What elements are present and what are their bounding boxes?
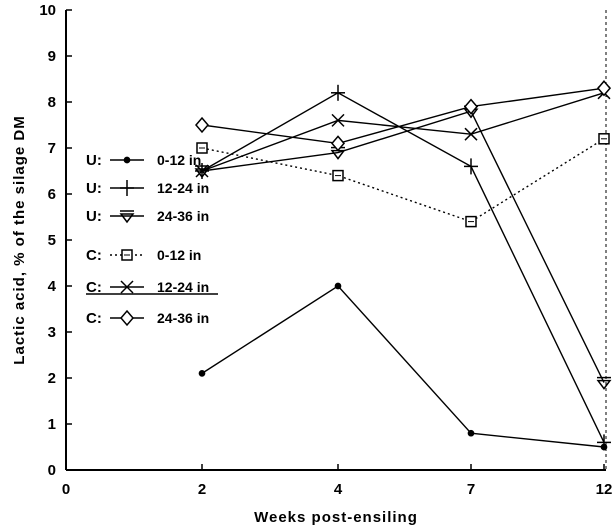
x-tick-label: 0 xyxy=(62,481,70,498)
axes xyxy=(65,10,607,471)
series-c-0-12-in xyxy=(196,133,610,228)
y-tick-label: 2 xyxy=(48,370,56,387)
y-tick-label: 4 xyxy=(48,278,57,295)
x-axis-title: Weeks post-ensiling xyxy=(254,509,418,526)
legend-label: 12-24 in xyxy=(157,279,209,295)
legend-prefix: C: xyxy=(86,247,102,264)
y-tick-label: 10 xyxy=(39,2,56,19)
point-x xyxy=(120,280,134,294)
legend-item: C: 12-24 in xyxy=(86,279,209,296)
legend-prefix: C: xyxy=(86,279,102,296)
point-dot xyxy=(334,282,342,290)
y-tick-label: 0 xyxy=(48,462,56,479)
x-tick-label: 12 xyxy=(596,481,612,498)
legend-label: 0-12 in xyxy=(157,152,201,168)
point-plus xyxy=(464,158,478,175)
legend-label: 24-36 in xyxy=(157,310,209,326)
tri-body xyxy=(330,149,346,160)
legend-prefix: U: xyxy=(86,208,102,225)
series-u-24-36-in xyxy=(194,105,612,390)
legend-item: C: 0-12 in xyxy=(86,247,201,264)
y-tick-label: 1 xyxy=(48,416,56,433)
legend-label: 24-36 in xyxy=(157,208,209,224)
series-line xyxy=(201,92,605,172)
legend-item: U: 24-36 in xyxy=(86,208,209,225)
point-diamond xyxy=(195,116,209,134)
tri-body xyxy=(596,379,612,390)
point-plus xyxy=(120,180,134,196)
point-diamond xyxy=(597,80,611,97)
series-line xyxy=(201,138,605,223)
point-diamond xyxy=(464,98,478,115)
x-b xyxy=(120,280,134,294)
legend-prefix: U: xyxy=(86,180,102,197)
y-tick-label: 3 xyxy=(48,324,56,341)
point-x xyxy=(195,164,209,178)
point-plus xyxy=(597,434,611,451)
point-plus xyxy=(331,84,345,101)
point-triangle xyxy=(119,210,135,224)
x-tick-label: 7 xyxy=(467,481,475,498)
legend-item: U: 12-24 in xyxy=(86,180,209,197)
y-ticks: 0 1 2 3 4 5 6 7 8 9 10 xyxy=(39,2,72,479)
point-x xyxy=(331,113,345,127)
series-line xyxy=(201,285,605,448)
series-line xyxy=(201,91,605,443)
legend-label: 12-24 in xyxy=(157,180,209,196)
series-u-12-24-in xyxy=(195,84,611,451)
series-layer xyxy=(194,80,612,451)
y-tick-label: 8 xyxy=(48,94,56,111)
point-diamond xyxy=(120,309,134,327)
point-dot xyxy=(198,370,206,377)
series-u-0-12-in xyxy=(198,282,608,451)
y-tick-label: 7 xyxy=(48,140,56,157)
y-tick-label: 9 xyxy=(48,48,56,65)
series-line xyxy=(201,110,605,383)
legend-prefix: U: xyxy=(86,152,102,169)
y-tick-label: 5 xyxy=(48,232,56,249)
series-c-24-36-in xyxy=(195,80,611,152)
x-b xyxy=(331,113,345,127)
legend-item: U: 0-12 in xyxy=(86,152,201,169)
x-ticks: 0 2 4 7 12 xyxy=(62,464,612,498)
tri-body xyxy=(119,213,135,224)
x-tick-label: 2 xyxy=(198,481,206,498)
x-b xyxy=(195,164,209,178)
x-tick-label: 4 xyxy=(334,481,343,498)
point-x xyxy=(464,127,478,141)
legend: U: 0-12 inU: 12-24 inU: 24-36 inC: 0-12 inC:… xyxy=(86,152,209,327)
point-dot xyxy=(123,156,131,164)
point-diamond xyxy=(331,135,345,152)
legend-prefix: C: xyxy=(86,310,102,327)
point-triangle xyxy=(596,376,612,390)
y-axis-title: Lactic acid, % of the silage DM xyxy=(11,115,28,364)
x-b xyxy=(464,127,478,141)
legend-item: C: 24-36 in xyxy=(86,309,209,327)
legend-label: 0-12 in xyxy=(157,247,201,263)
point-dot xyxy=(467,429,475,437)
series-line xyxy=(201,87,605,145)
y-tick-label: 6 xyxy=(48,186,56,203)
